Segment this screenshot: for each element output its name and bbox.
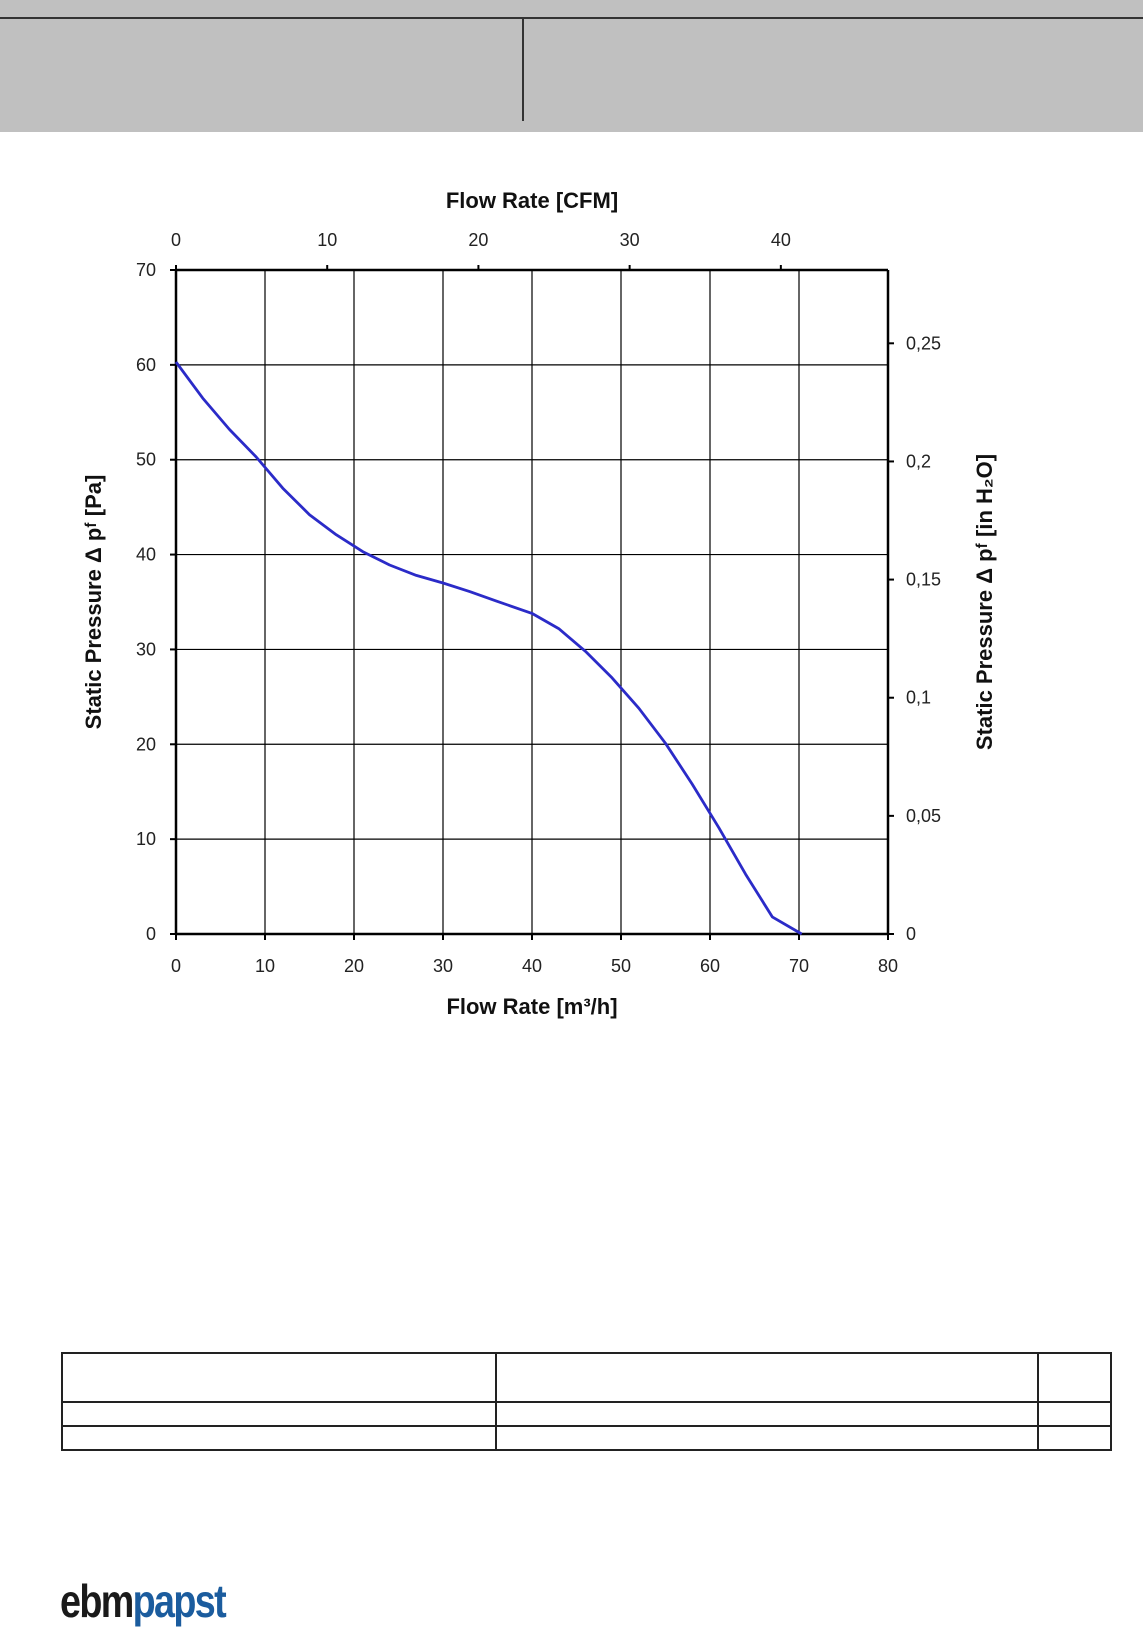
left-tick-label: 70	[136, 260, 156, 280]
tick-labels: 0 10 20 30 40 50 60 70 80 0 10 20 30 40 50 60 70 0 10 20 30 4…	[136, 230, 941, 976]
left-tick-label: 10	[136, 829, 156, 849]
bottom-tick-label: 10	[255, 956, 275, 976]
right-axis-title: Static Pressure Δ pᶠ [in H₂O]	[972, 454, 997, 750]
table-cell	[61, 1352, 497, 1403]
top-tick-label: 40	[771, 230, 791, 250]
header-rule	[0, 17, 1143, 19]
bottom-tick-label: 60	[700, 956, 720, 976]
table-cell	[61, 1401, 497, 1427]
right-tick-label: 0,15	[906, 570, 941, 590]
curve-layer	[174, 361, 803, 936]
bottom-tick-label: 80	[878, 956, 898, 976]
bottom-tick-label: 20	[344, 956, 364, 976]
header-band	[0, 0, 1143, 132]
logo-papst: papst	[132, 1575, 227, 1627]
axes	[170, 265, 894, 940]
top-tick-label: 30	[620, 230, 640, 250]
pressure-curve	[174, 361, 803, 936]
right-tick-label: 0,1	[906, 688, 931, 708]
left-tick-label: 0	[146, 924, 156, 944]
right-tick-label: 0	[906, 924, 916, 944]
left-tick-label: 30	[136, 639, 156, 659]
table-cell	[495, 1401, 1039, 1427]
brand-logo: ebmpapst	[60, 1574, 227, 1628]
header-divider	[522, 17, 524, 121]
bottom-tick-label: 30	[433, 956, 453, 976]
table-cell	[61, 1425, 497, 1451]
logo-ebm: ebm	[60, 1575, 134, 1627]
bottom-tick-label: 50	[611, 956, 631, 976]
left-tick-label: 60	[136, 355, 156, 375]
fan-curve-chart: 0 10 20 30 40 50 60 70 80 0 10 20 30 40 50 60 70 0 10 20 30 4…	[81, 188, 997, 1019]
bottom-axis-title: Flow Rate [m³/h]	[446, 994, 617, 1019]
left-tick-label: 20	[136, 734, 156, 754]
right-tick-label: 0,25	[906, 333, 941, 353]
top-tick-label: 10	[317, 230, 337, 250]
left-tick-label: 40	[136, 545, 156, 565]
left-tick-label: 50	[136, 450, 156, 470]
table-cell	[1037, 1425, 1112, 1451]
top-tick-label: 0	[171, 230, 181, 250]
right-tick-label: 0,05	[906, 806, 941, 826]
table-cell	[495, 1352, 1039, 1403]
table-cell	[495, 1425, 1039, 1451]
bottom-tick-label: 40	[522, 956, 542, 976]
top-tick-label: 20	[468, 230, 488, 250]
bottom-tick-label: 70	[789, 956, 809, 976]
right-tick-label: 0,2	[906, 451, 931, 471]
left-axis-title: Static Pressure Δ pᶠ [Pa]	[81, 475, 106, 730]
grid-lines	[175, 269, 889, 935]
table-cell	[1037, 1352, 1112, 1403]
bottom-tick-label: 0	[171, 956, 181, 976]
info-table	[61, 1352, 1112, 1451]
table-cell	[1037, 1401, 1112, 1427]
top-axis-title: Flow Rate [CFM]	[446, 188, 618, 213]
